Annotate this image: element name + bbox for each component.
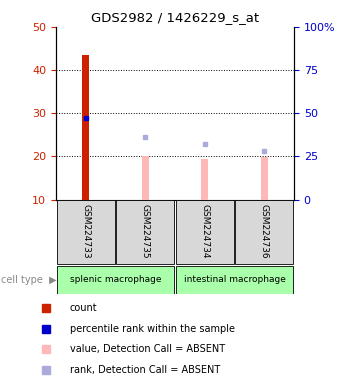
Text: GSM224736: GSM224736 [260,204,269,259]
Bar [235,200,293,264]
Text: GSM224735: GSM224735 [141,204,150,259]
Bar [176,266,293,294]
Bar [116,200,174,264]
Bar [176,200,234,264]
Text: count: count [70,303,98,313]
Bar [57,266,174,294]
Text: value, Detection Call = ABSENT: value, Detection Call = ABSENT [70,344,225,354]
Text: splenic macrophage: splenic macrophage [70,275,161,284]
Bar [142,157,149,200]
Text: intestinal macrophage: intestinal macrophage [183,275,286,284]
Title: GDS2982 / 1426229_s_at: GDS2982 / 1426229_s_at [91,11,259,24]
Text: GSM224734: GSM224734 [200,204,209,259]
Bar [57,200,115,264]
Bar [261,157,268,200]
Text: cell type  ▶: cell type ▶ [1,275,57,285]
Text: GSM224733: GSM224733 [81,204,90,259]
Text: rank, Detection Call = ABSENT: rank, Detection Call = ABSENT [70,365,220,375]
Text: percentile rank within the sample: percentile rank within the sample [70,324,235,334]
Bar [201,159,208,200]
Bar [82,55,89,200]
